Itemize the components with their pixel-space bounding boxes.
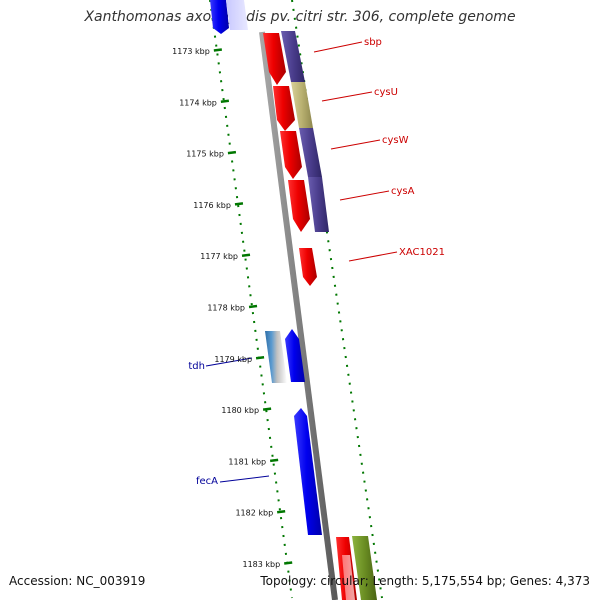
ruler-tick-label: 1180 kbp: [221, 406, 259, 415]
cog-bar-tdh: [265, 331, 287, 383]
cog-bar-sbp: [281, 31, 305, 82]
inner-ruler-guide: [209, 0, 293, 599]
cog-bar-cysA: [308, 177, 329, 232]
ruler-tick: [262, 407, 272, 411]
genome-backbone: [259, 31, 338, 600]
gene-arrow-cysW[interactable]: [280, 131, 302, 179]
gene-label-cysA[interactable]: cysA: [391, 186, 415, 197]
topology-text: Topology: circular; Length: 5,175,554 bp…: [260, 574, 590, 588]
ruler-tick: [284, 561, 293, 565]
ruler-tick-label: 1174 kbp: [179, 98, 217, 107]
label-leaders: [205, 41, 398, 483]
gene-label-tdh[interactable]: tdh: [188, 361, 205, 372]
gene-arrow-tdh[interactable]: [285, 329, 305, 382]
gene-label-sbp[interactable]: sbp: [364, 37, 382, 48]
partial-feature-bottom: [336, 536, 377, 600]
ruler-tick: [213, 48, 223, 52]
cog-bar-cysW: [299, 128, 322, 177]
ruler-tick-label: 1176 kbp: [193, 201, 231, 210]
ruler-tick-label: 1175 kbp: [186, 150, 224, 159]
gene-label-cysU[interactable]: cysU: [374, 87, 398, 98]
ruler-tick: [234, 202, 244, 206]
ruler-tick: [277, 509, 286, 514]
ruler-tick: [227, 150, 237, 155]
ruler-tick-label: 1182 kbp: [235, 509, 273, 518]
gene-arrow-cysA[interactable]: [288, 180, 310, 232]
gene-arrow-fecA[interactable]: [294, 408, 322, 535]
gene-label-XAC1021[interactable]: XAC1021: [399, 247, 445, 258]
ruler-tick: [255, 356, 265, 360]
ruler-tick-label: 1173 kbp: [172, 47, 210, 56]
ruler-tick: [241, 253, 251, 257]
ruler-tick: [269, 458, 279, 463]
gene-arrow-cysU[interactable]: [273, 86, 295, 131]
ruler-tick-label: 1179 kbp: [214, 355, 252, 364]
ruler-tick-label: 1178 kbp: [207, 304, 245, 313]
partial-feature-top: [210, 0, 248, 34]
ruler-tick: [220, 99, 230, 104]
cog-bar-cysU: [291, 82, 313, 128]
map-title: Xanthomonas axonopodis pv. citri str. 30…: [84, 9, 516, 25]
ruler-tick-label: 1181 kbp: [228, 457, 266, 466]
gene-label-cysW[interactable]: cysW: [382, 135, 409, 146]
accession-text: Accession: NC_003919: [9, 574, 146, 588]
gene-arrow-XAC1021[interactable]: [299, 248, 317, 286]
gene-arrow-sbp[interactable]: [263, 33, 286, 85]
ruler-tick-label: 1183 kbp: [242, 560, 280, 569]
ruler-tick: [248, 304, 258, 309]
ruler-tick-label: 1177 kbp: [200, 252, 238, 261]
gene-label-fecA[interactable]: fecA: [196, 476, 218, 487]
position-ruler: 1173 kbp 1174 kbp 1175 kbp 1176 kbp 1177 kbp…: [172, 47, 293, 569]
